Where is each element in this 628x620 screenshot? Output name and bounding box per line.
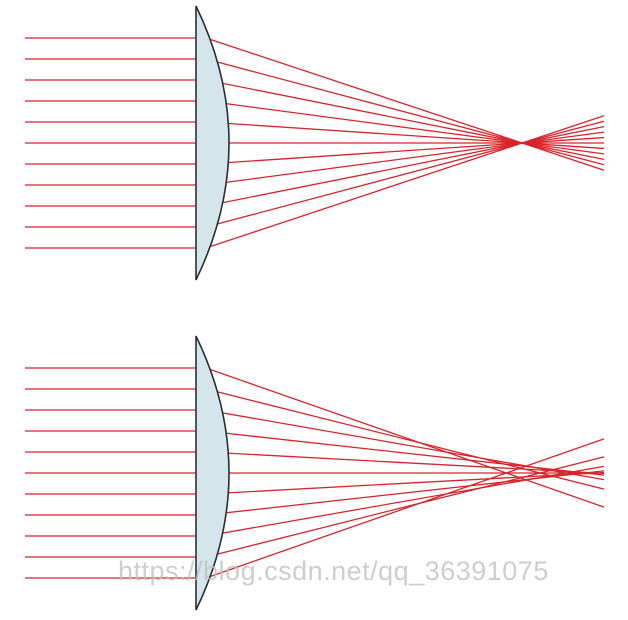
top-refracted-ray: [205, 126, 605, 207]
bottom-refracted-rays: [205, 367, 605, 579]
bottom-refracted-ray: [205, 451, 605, 475]
bottom-refracted-ray: [205, 438, 605, 579]
top-refracted-ray: [205, 100, 605, 155]
top-refracted-ray: [205, 121, 605, 150]
top-refracted-ray: [205, 131, 605, 186]
top-refracted-ray: [205, 37, 605, 171]
bottom-refracted-ray: [205, 430, 605, 476]
top-panel: [25, 5, 605, 281]
top-refracted-ray: [205, 136, 605, 165]
bottom-panel: [25, 335, 605, 611]
bottom-refracted-ray: [205, 465, 605, 537]
top-lens: [195, 5, 230, 281]
top-incoming-rays: [25, 37, 206, 249]
top-refracted-ray: [205, 120, 605, 228]
bottom-refracted-ray: [205, 456, 605, 558]
top-refracted-ray: [205, 79, 605, 160]
bottom-refracted-ray: [205, 471, 605, 495]
top-refracted-ray: [205, 115, 605, 249]
bottom-refracted-ray: [205, 388, 605, 490]
bottom-incoming-rays: [25, 367, 206, 579]
bottom-lens: [195, 335, 230, 611]
top-refracted-ray: [205, 58, 605, 166]
top-refracted-rays: [205, 37, 605, 249]
bottom-refracted-ray: [205, 367, 605, 508]
bottom-refracted-ray: [205, 409, 605, 481]
